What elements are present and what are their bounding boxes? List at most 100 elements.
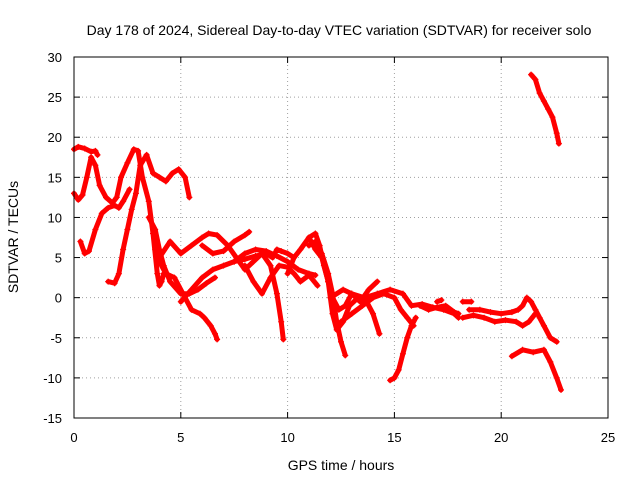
data-point (98, 210, 105, 217)
data-point (199, 242, 206, 249)
x-axis-label: GPS time / hours (288, 457, 395, 473)
data-point (519, 302, 526, 309)
data-point (246, 228, 253, 235)
data-point (278, 318, 285, 325)
data-point (387, 377, 394, 384)
data-point (455, 310, 462, 317)
data-point (85, 248, 92, 255)
data-point (312, 230, 319, 237)
y-tick-label: 15 (48, 170, 62, 185)
data-point (77, 238, 84, 245)
data-point (545, 106, 552, 113)
series-sat-a (71, 143, 101, 158)
data-point (241, 256, 248, 263)
data-point (273, 246, 280, 253)
series-line (156, 231, 286, 342)
data-point (130, 146, 137, 153)
series-layer (71, 71, 565, 393)
data-point (284, 258, 291, 265)
data-point (263, 250, 270, 257)
data-point (525, 318, 532, 325)
data-point (374, 290, 381, 297)
data-point (150, 170, 157, 177)
data-point (137, 162, 144, 169)
data-point (466, 306, 473, 313)
x-tick-label: 15 (387, 430, 401, 445)
y-tick-label: 30 (48, 50, 62, 65)
data-point (209, 250, 216, 257)
data-point (376, 330, 383, 337)
data-point (250, 278, 257, 285)
data-point (115, 270, 122, 277)
y-tick-label: -5 (50, 331, 62, 346)
data-point (291, 254, 298, 261)
y-tick-label: 0 (55, 291, 62, 306)
data-point (175, 166, 182, 173)
x-tick-label: 20 (494, 430, 508, 445)
data-point (267, 274, 274, 281)
data-point (214, 232, 221, 239)
data-point (211, 330, 218, 337)
data-point (553, 374, 560, 381)
data-point (395, 366, 402, 373)
data-point (186, 194, 193, 201)
data-point (314, 282, 321, 289)
y-tick-label: -15 (43, 411, 62, 426)
data-point (297, 278, 304, 285)
data-point (318, 250, 325, 257)
data-point (156, 254, 163, 261)
data-point (94, 151, 101, 158)
data-point (152, 246, 159, 253)
data-point (241, 232, 248, 239)
data-point (269, 254, 276, 261)
data-point (209, 266, 216, 273)
data-point (519, 322, 526, 329)
data-point (143, 151, 150, 158)
data-point (158, 278, 165, 285)
data-point (540, 98, 547, 105)
data-point (120, 198, 127, 205)
data-point (284, 250, 291, 257)
data-point (201, 314, 208, 321)
data-point (549, 114, 556, 121)
data-point (167, 238, 174, 245)
data-point (523, 294, 530, 301)
data-point (370, 310, 377, 317)
data-point (481, 314, 488, 321)
series-sat-x (528, 71, 562, 147)
data-point (88, 148, 95, 155)
data-point (96, 182, 103, 189)
data-point (399, 350, 406, 357)
data-point (558, 386, 565, 393)
data-point (312, 272, 319, 279)
series-line (509, 347, 564, 393)
data-point (536, 90, 543, 97)
data-point (442, 302, 449, 309)
data-point (81, 250, 88, 257)
data-point (434, 304, 441, 311)
data-point (340, 286, 347, 293)
data-point (553, 130, 560, 137)
data-point (519, 346, 526, 353)
data-point (75, 196, 82, 203)
data-point (399, 290, 406, 297)
data-point (502, 317, 509, 324)
data-point (83, 174, 90, 181)
data-point (280, 336, 287, 343)
data-point (425, 306, 432, 313)
series-line (146, 214, 218, 297)
data-point (273, 290, 280, 297)
data-point (220, 248, 227, 255)
y-tick-label: 5 (55, 251, 62, 266)
data-point (359, 302, 366, 309)
data-point (113, 194, 120, 201)
data-point (295, 266, 302, 273)
data-point (305, 272, 312, 279)
y-tick-label: -10 (43, 371, 62, 386)
series-sat-d (105, 151, 193, 287)
data-point (312, 238, 319, 245)
data-point (205, 230, 212, 237)
data-point (211, 274, 218, 281)
data-point (214, 336, 221, 343)
series-sat-w (508, 346, 565, 393)
